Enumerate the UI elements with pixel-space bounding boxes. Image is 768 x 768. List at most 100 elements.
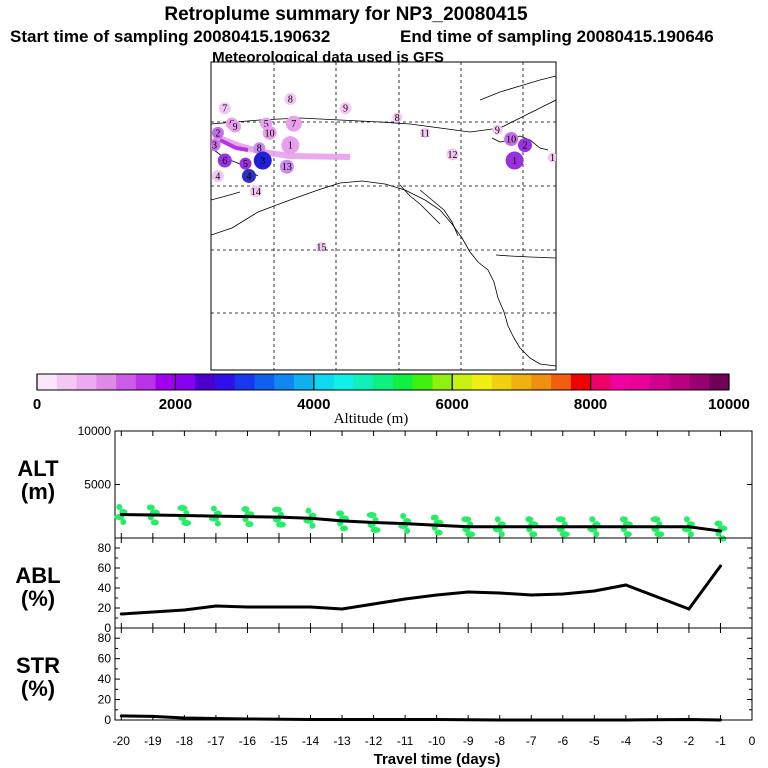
colorbar-swatch: [491, 374, 512, 390]
map-marker: [217, 153, 232, 168]
x-axis-label: Travel time (days): [374, 751, 501, 768]
x-tick-label: -8: [494, 734, 505, 748]
data-point: [182, 608, 186, 612]
altitude-particle: [525, 516, 534, 523]
map-marker: [505, 151, 524, 170]
y-tick-label: 20: [98, 693, 112, 707]
colorbar-swatch: [234, 374, 255, 390]
colorbar-swatch: [155, 374, 176, 390]
data-point: [561, 525, 565, 529]
data-point: [718, 529, 722, 533]
altitude-particle: [370, 526, 381, 533]
panel-label: ALT: [17, 456, 59, 481]
data-point: [277, 605, 281, 609]
x-tick-label: -20: [113, 734, 131, 748]
data-point: [403, 597, 407, 601]
altitude-particle: [366, 511, 377, 518]
altitude-particle: [271, 506, 282, 513]
map-marker-label: 1: [512, 156, 517, 167]
data-point: [592, 589, 596, 593]
map-marker: [419, 127, 430, 138]
map-marker-label: 13: [282, 162, 292, 173]
series-line-alt: [121, 513, 721, 533]
map-marker-label: 1: [288, 141, 293, 152]
map-marker-label: 3: [260, 156, 265, 167]
series-line-str: [121, 714, 721, 722]
map-marker-label: 5: [243, 159, 248, 170]
travel-time-axis: -20 -19 -18 -17 -16 -15 -14 -13 -12 -11 -10 -9 -8 -7-…: [113, 734, 756, 748]
map-marker: [253, 151, 272, 170]
map-marker-label: 8: [395, 113, 400, 124]
panel-abl: 80 60 40 20 0 ABL(%): [15, 537, 753, 635]
altitude-particle: [714, 520, 723, 527]
panel-str: 80 60 40 20 0 STR(%): [16, 627, 753, 727]
colorbar-swatch: [333, 374, 354, 390]
colorbar-swatch: [274, 374, 295, 390]
data-point: [372, 520, 376, 524]
altitude-particle: [654, 531, 665, 538]
colorbar-swatch: [135, 374, 157, 390]
altitude-particle: [494, 516, 501, 523]
y-tick-label: 80: [98, 541, 112, 555]
map-marker: [253, 142, 266, 155]
altitude-particle: [404, 528, 411, 535]
map-marker: [281, 136, 300, 155]
map-marker: [492, 124, 503, 135]
colorbar-swatch: [570, 374, 591, 390]
data-point: [466, 525, 470, 529]
y-tick-label: 60: [98, 561, 112, 575]
panel-label: ABL: [15, 563, 60, 588]
map-marker: [218, 102, 231, 115]
data-point: [309, 605, 313, 609]
map-marker: [285, 115, 302, 132]
altitude-particle: [214, 520, 221, 527]
map-marker: [249, 185, 262, 198]
data-point: [372, 602, 376, 606]
colorbar-swatch: [610, 374, 631, 390]
data-point: [182, 716, 186, 720]
colorbar-tick-label: 10000: [708, 396, 750, 413]
y-tick-label: 40: [98, 672, 112, 686]
y-tick-label: 0: [104, 621, 111, 635]
altitude-particle: [241, 506, 250, 513]
altitude-particle: [305, 507, 312, 514]
map-marker: [211, 169, 224, 182]
altitude-particle: [555, 516, 566, 523]
data-point: [151, 714, 155, 718]
map-marker: [547, 152, 556, 163]
altitude-particle: [718, 535, 727, 542]
data-point: [687, 525, 691, 529]
map-marker-label: 8: [288, 94, 293, 105]
colorbar-swatch: [511, 374, 532, 390]
data-point: [592, 525, 596, 529]
colorbar-swatch: [76, 374, 97, 390]
altitude-particle: [683, 516, 690, 523]
colorbar-swatch: [37, 374, 58, 390]
altitude-particle: [589, 516, 596, 523]
map-marker-label: 9: [233, 122, 238, 133]
map-marker-label: 1: [550, 153, 555, 164]
altitude-particle: [559, 531, 570, 538]
colorbar-swatch: [689, 374, 710, 390]
map-marker: [339, 102, 352, 115]
map-marker: [446, 148, 459, 161]
x-tick-label: -17: [207, 734, 225, 748]
altitude-particle: [275, 521, 286, 528]
map-marker: [279, 159, 294, 174]
colorbar-swatch: [392, 374, 414, 390]
data-point: [498, 718, 502, 722]
data-point: [309, 516, 313, 520]
data-point: [718, 718, 722, 722]
colorbar-swatch: [175, 374, 196, 390]
colorbar-tick-label: 4000: [297, 396, 330, 413]
data-point: [561, 718, 565, 722]
altitude-particle: [619, 516, 628, 523]
altitude-particle: [434, 529, 443, 536]
data-point: [214, 604, 218, 608]
colorbar-swatch: [432, 374, 453, 390]
map-marker-label: 4: [215, 171, 220, 182]
data-point: [624, 583, 628, 587]
altitude-particle: [650, 516, 661, 523]
altitude-particle: [623, 531, 632, 538]
map-marker-label: 10: [265, 128, 275, 139]
